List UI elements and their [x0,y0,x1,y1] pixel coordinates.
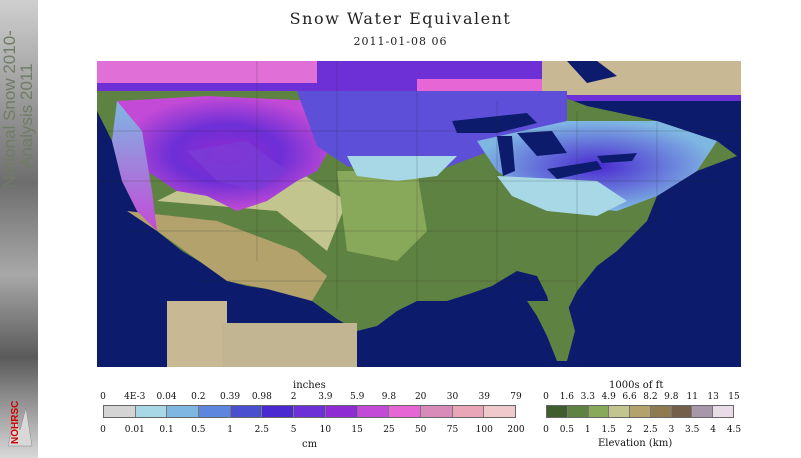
tick-label: 9.8 [381,392,397,402]
tick-label: 1 [584,425,591,435]
sidebar-title-line1: National Snow 2010- [0,30,19,188]
swe-swatch [484,406,515,417]
nohrsc-logo-icon: NOHRSC [4,388,34,448]
tick-label: 0 [100,425,106,435]
tick-label: 0.98 [251,392,272,402]
elevation-bottom-unit: Elevation (km) [598,438,673,449]
tick-label: 0.5 [559,425,575,435]
tick-label: 15 [728,392,740,402]
swe-swatch [104,406,136,417]
tick-label: 1 [227,425,233,435]
swe-swatch [167,406,200,417]
tick-label: 15 [351,425,363,435]
elevation-swatch [671,406,693,417]
tick-label: 6.6 [622,392,637,402]
tick-label: 0.39 [220,392,241,402]
tick-label: 13 [707,392,719,402]
swe-swatch [452,406,485,417]
swe-color-bar [103,405,516,418]
tick-label: 30 [446,392,459,402]
tick-label: 100 [475,425,493,435]
tick-label: 0.5 [191,425,206,435]
swe-swatch [420,406,453,417]
tick-label: 9.8 [664,392,679,402]
swe-swatch [389,406,421,417]
tick-label: 0.1 [159,425,174,435]
tick-label: 1.5 [601,425,616,435]
tick-label: 39 [478,392,490,402]
tick-label: 10 [319,425,332,435]
tick-label: 0 [543,392,549,402]
tick-label: 4E-3 [124,392,146,402]
tick-label: 5.9 [349,392,365,402]
tick-label: 3 [668,425,675,435]
tick-label: 4 [710,425,716,435]
tick-label: 5 [290,425,297,435]
tick-label: 0.04 [156,392,177,402]
tick-label: 0 [100,392,106,402]
elevation-swatch [588,406,610,417]
elevation-swatch [609,406,631,417]
tick-label: 0.2 [191,392,206,402]
elevation-swatch [713,406,734,417]
logo-text: NOHRSC [10,401,21,444]
map-title: Snow Water Equivalent [289,9,512,28]
elevation-swatch [567,406,589,417]
swe-bottom-unit: cm [302,439,318,450]
swe-swatch [325,406,358,417]
map-timestamp: 2011-01-08 06 [353,35,448,48]
swe-swatch [357,406,390,417]
tick-label: 4.9 [601,392,616,402]
swe-swatch [262,406,295,417]
sidebar-title: National Snow 2010- Analysis 2011 [0,0,38,190]
elevation-top-unit: 1000s of ft [609,380,664,391]
tick-label: 79 [510,392,522,402]
elevation-swatch [630,406,651,417]
tick-label: 75 [446,425,459,435]
tick-label: 25 [383,425,395,435]
tick-label: 2.5 [254,425,270,435]
tick-label: 3.5 [685,425,700,435]
tick-label: 20 [414,392,427,402]
snow-water-equivalent-map [97,61,741,367]
tick-label: 3.9 [318,392,333,402]
elevation-swatch [692,406,714,417]
swe-swatch [199,406,231,417]
sidebar-title-line2: Analysis 2011 [17,63,36,168]
swe-top-unit: inches [293,380,326,391]
tick-label: 8.2 [643,392,658,402]
tick-label: 1.6 [559,392,575,402]
elevation-color-bar [546,405,734,418]
tick-label: 200 [507,425,525,435]
swe-swatch [294,406,326,417]
tick-label: 11 [686,392,698,402]
elevation-swatch [547,406,568,417]
tick-label: 2.5 [643,425,658,435]
tick-label: 0.01 [124,425,145,435]
tick-label: 50 [414,425,427,435]
tick-label: 2 [626,425,633,435]
tick-label: 4.5 [726,425,742,435]
tick-label: 0 [543,425,549,435]
elevation-swatch [650,406,672,417]
tick-label: 2 [290,392,297,402]
swe-swatch [135,406,168,417]
tick-label: 3.3 [580,392,595,402]
swe-swatch [230,406,263,417]
sidebar-banner: National Snow 2010- Analysis 2011 NOHRSC [0,0,38,458]
